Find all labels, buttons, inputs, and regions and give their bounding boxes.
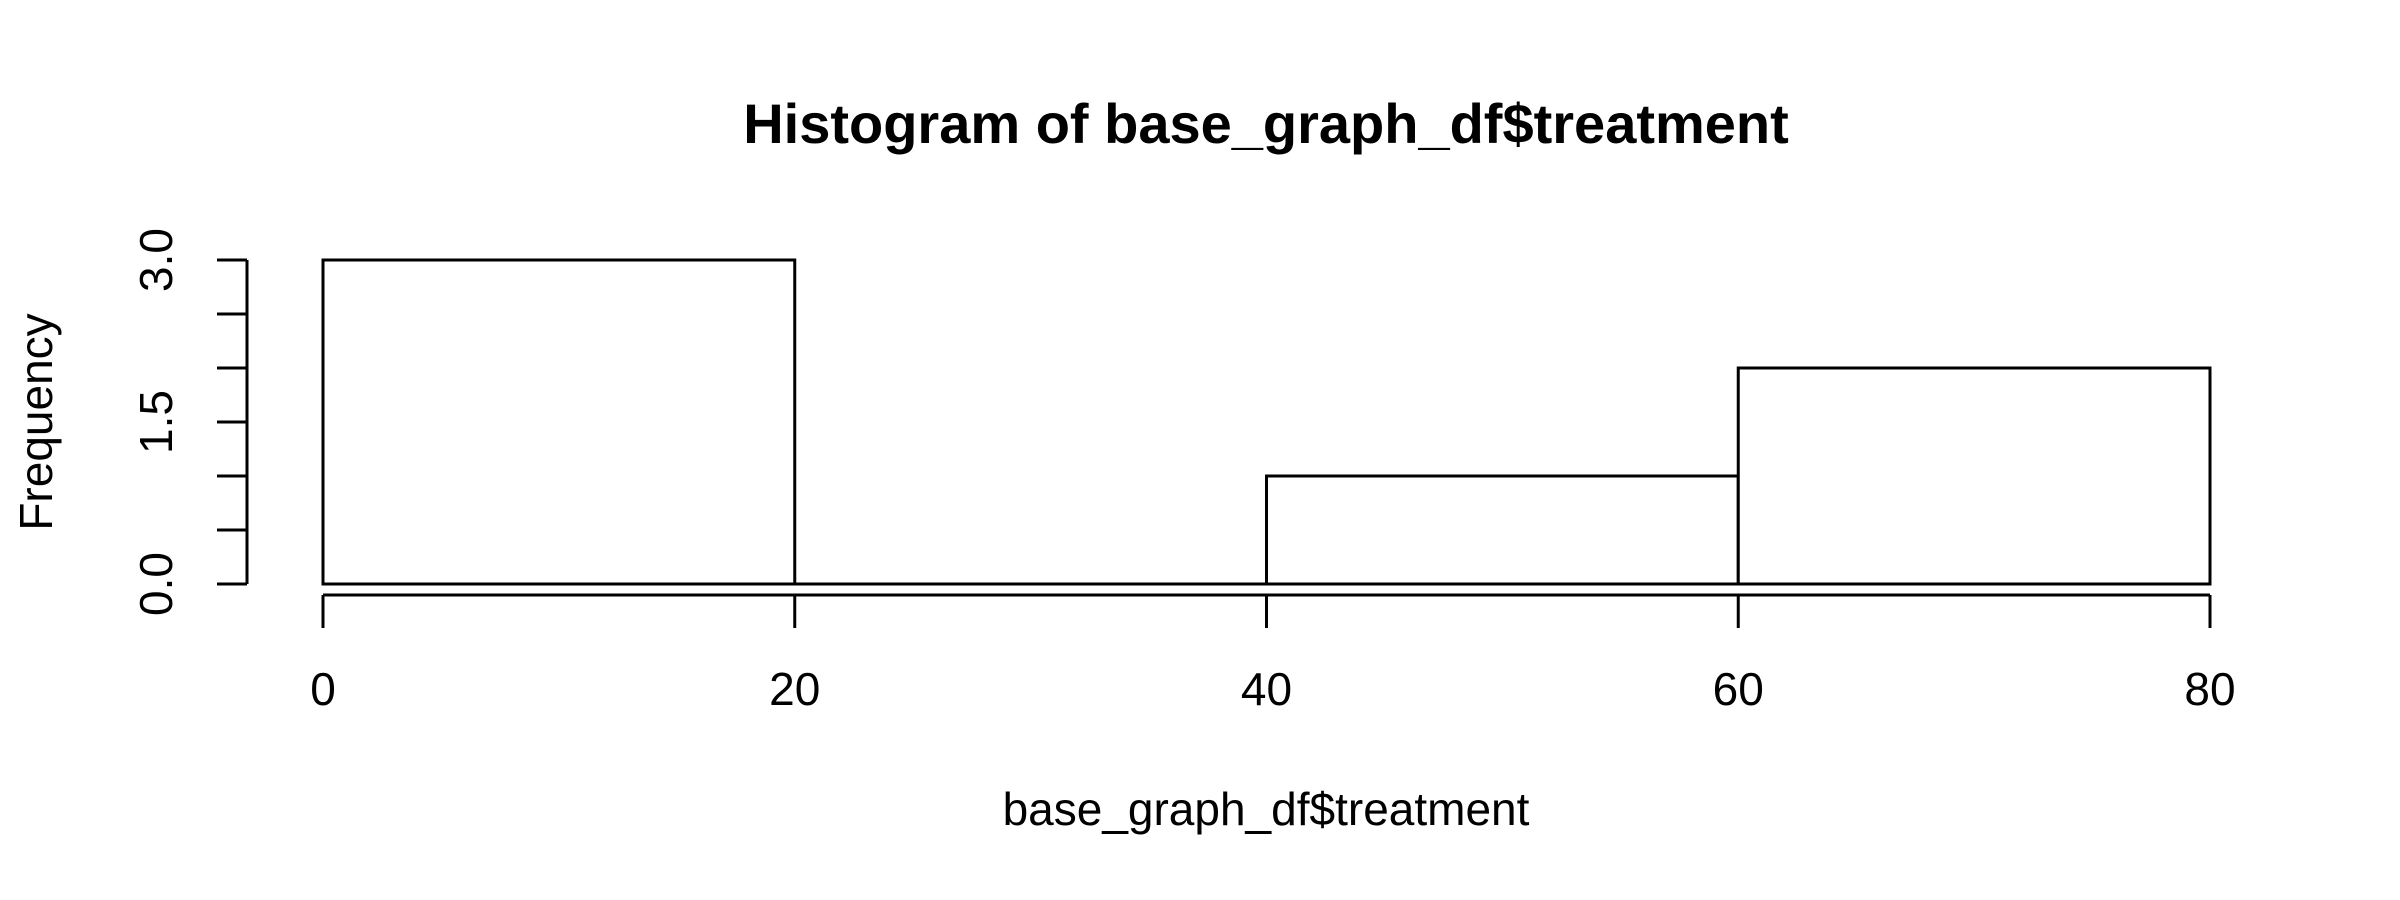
histogram-bar <box>321 258 797 586</box>
histogram-bar <box>1736 366 2212 586</box>
x-tick-label: 20 <box>769 663 820 715</box>
x-tick-label: 40 <box>1241 663 1292 715</box>
x-axis-label: base_graph_df$treatment <box>1003 783 1530 835</box>
bars-layer <box>321 258 2212 586</box>
chart-title: Histogram of base_graph_df$treatment <box>743 92 1789 155</box>
y-tick-label: 1.5 <box>130 390 182 454</box>
y-tick-label: 0.0 <box>130 552 182 616</box>
x-axis: 0 20 40 60 80 <box>310 593 2236 715</box>
y-axis-label: Frequency <box>10 313 62 530</box>
histogram-bar <box>1265 474 1740 586</box>
x-tick-label: 80 <box>2184 663 2235 715</box>
x-tick-label: 60 <box>1713 663 1764 715</box>
y-axis: 0.0 1.5 3.0 <box>130 228 249 616</box>
x-tick-label: 0 <box>310 663 336 715</box>
y-tick-label: 3.0 <box>130 228 182 292</box>
